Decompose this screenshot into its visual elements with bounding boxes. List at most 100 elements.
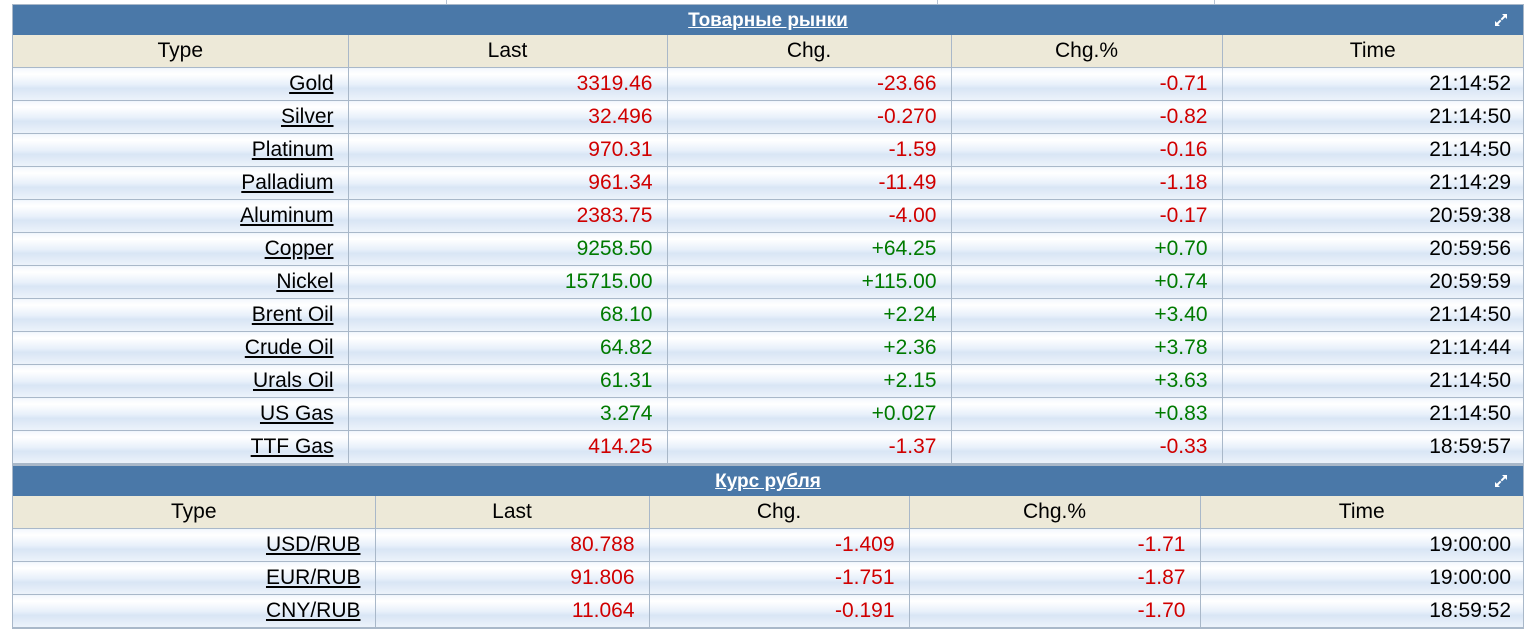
expand-arrow-icon[interactable]: [1493, 473, 1509, 489]
instrument-link[interactable]: Gold: [289, 72, 334, 95]
type-cell: Brent Oil: [13, 298, 349, 332]
chg-cell: -11.49: [667, 166, 952, 200]
chg-pct-cell: -0.82: [951, 100, 1223, 134]
chg-cell: +2.24: [667, 298, 952, 332]
chg-cell: -0.191: [649, 594, 910, 628]
table-row: Palladium 961.34 -11.49 -1.18 21:14:29: [13, 166, 1523, 200]
col-header-chg-pct[interactable]: Chg.%: [909, 496, 1201, 529]
last-cell: 68.10: [348, 298, 668, 332]
instrument-link[interactable]: Crude Oil: [244, 336, 334, 359]
type-cell: Gold: [13, 67, 349, 101]
chg-pct-cell: +0.83: [951, 397, 1223, 431]
table-row: Copper 9258.50 +64.25 +0.70 20:59:56: [13, 232, 1523, 266]
instrument-link[interactable]: Aluminum: [240, 204, 334, 227]
chg-cell: -1.37: [667, 430, 952, 464]
time-cell: 21:14:50: [1222, 298, 1523, 332]
col-header-last[interactable]: Last: [348, 35, 668, 68]
time-cell: 19:00:00: [1200, 561, 1523, 595]
instrument-link[interactable]: Urals Oil: [252, 369, 334, 392]
commodities-title-link[interactable]: Товарные рынки: [688, 10, 848, 31]
col-header-chg-pct[interactable]: Chg.%: [951, 35, 1223, 68]
chg-pct-cell: -0.17: [951, 199, 1223, 233]
col-header-chg[interactable]: Chg.: [649, 496, 910, 529]
commodities-table: Type Last Chg. Chg.% Time Gold 3319.46 -23…: [13, 35, 1523, 464]
type-cell: TTF Gas: [13, 430, 349, 464]
type-cell: Nickel: [13, 265, 349, 299]
last-cell: 32.496: [348, 100, 668, 134]
chg-pct-cell: -0.71: [951, 67, 1223, 101]
time-cell: 19:00:00: [1200, 528, 1523, 562]
chg-pct-cell: -1.18: [951, 166, 1223, 200]
last-cell: 3.274: [348, 397, 668, 431]
time-cell: 21:14:50: [1222, 100, 1523, 134]
col-header-type[interactable]: Type: [13, 35, 349, 68]
last-cell: 961.34: [348, 166, 668, 200]
type-cell: Aluminum: [13, 199, 349, 233]
instrument-link[interactable]: TTF Gas: [250, 435, 334, 458]
chg-pct-cell: -1.70: [909, 594, 1201, 628]
last-cell: 414.25: [348, 430, 668, 464]
time-cell: 21:14:50: [1222, 364, 1523, 398]
type-cell: US Gas: [13, 397, 349, 431]
previous-table-bottom-edge: [12, 0, 1524, 4]
col-header-last[interactable]: Last: [375, 496, 650, 529]
last-cell: 15715.00: [348, 265, 668, 299]
table-row: Silver 32.496 -0.270 -0.82 21:14:50: [13, 100, 1523, 134]
table-row: CNY/RUB 11.064 -0.191 -1.70 18:59:52: [13, 594, 1523, 628]
chg-cell: +115.00: [667, 265, 952, 299]
last-cell: 9258.50: [348, 232, 668, 266]
instrument-link[interactable]: US Gas: [259, 402, 334, 425]
instrument-link[interactable]: Copper: [264, 237, 334, 260]
instrument-link[interactable]: Silver: [280, 105, 334, 128]
chg-pct-cell: +3.40: [951, 298, 1223, 332]
last-cell: 970.31: [348, 133, 668, 167]
time-cell: 21:14:52: [1222, 67, 1523, 101]
last-cell: 2383.75: [348, 199, 668, 233]
last-cell: 80.788: [375, 528, 650, 562]
chg-cell: -1.409: [649, 528, 910, 562]
chg-cell: -23.66: [667, 67, 952, 101]
table-row: Brent Oil 68.10 +2.24 +3.40 21:14:50: [13, 298, 1523, 332]
type-cell: Platinum: [13, 133, 349, 167]
chg-cell: -1.751: [649, 561, 910, 595]
instrument-link[interactable]: EUR/RUB: [265, 566, 361, 589]
time-cell: 21:14:50: [1222, 397, 1523, 431]
instrument-link[interactable]: Nickel: [276, 270, 334, 293]
col-header-time[interactable]: Time: [1222, 35, 1523, 68]
commodities-header-row: Type Last Chg. Chg.% Time: [13, 35, 1523, 68]
type-cell: Silver: [13, 100, 349, 134]
chg-cell: +2.36: [667, 331, 952, 365]
time-cell: 20:59:59: [1222, 265, 1523, 299]
ruble-title-link[interactable]: Курс рубля: [715, 471, 821, 492]
time-cell: 21:14:50: [1222, 133, 1523, 167]
expand-arrow-icon[interactable]: [1493, 12, 1509, 28]
instrument-link[interactable]: Platinum: [251, 138, 334, 161]
instrument-link[interactable]: Brent Oil: [251, 303, 334, 326]
instrument-link[interactable]: Palladium: [241, 171, 334, 194]
commodities-panel: Товарные рынки Type Last Chg. Chg.% Time…: [12, 4, 1524, 465]
col-header-time[interactable]: Time: [1200, 496, 1523, 529]
chg-cell: +64.25: [667, 232, 952, 266]
chg-pct-cell: -0.16: [951, 133, 1223, 167]
table-row: Gold 3319.46 -23.66 -0.71 21:14:52: [13, 67, 1523, 101]
last-cell: 11.064: [375, 594, 650, 628]
ruble-header-row: Type Last Chg. Chg.% Time: [13, 496, 1523, 529]
col-header-type[interactable]: Type: [13, 496, 376, 529]
table-row: Urals Oil 61.31 +2.15 +3.63 21:14:50: [13, 364, 1523, 398]
type-cell: USD/RUB: [13, 528, 376, 562]
chg-pct-cell: +3.63: [951, 364, 1223, 398]
last-cell: 3319.46: [348, 67, 668, 101]
table-row: USD/RUB 80.788 -1.409 -1.71 19:00:00: [13, 528, 1523, 562]
ruble-panel: Курс рубля Type Last Chg. Chg.% Time USD…: [12, 465, 1524, 629]
type-cell: Crude Oil: [13, 331, 349, 365]
table-row: US Gas 3.274 +0.027 +0.83 21:14:50: [13, 397, 1523, 431]
col-header-chg[interactable]: Chg.: [667, 35, 952, 68]
last-cell: 61.31: [348, 364, 668, 398]
type-cell: CNY/RUB: [13, 594, 376, 628]
instrument-link[interactable]: USD/RUB: [265, 533, 361, 556]
type-cell: Copper: [13, 232, 349, 266]
type-cell: EUR/RUB: [13, 561, 376, 595]
time-cell: 20:59:38: [1222, 199, 1523, 233]
instrument-link[interactable]: CNY/RUB: [265, 599, 361, 622]
table-row: Platinum 970.31 -1.59 -0.16 21:14:50: [13, 133, 1523, 167]
